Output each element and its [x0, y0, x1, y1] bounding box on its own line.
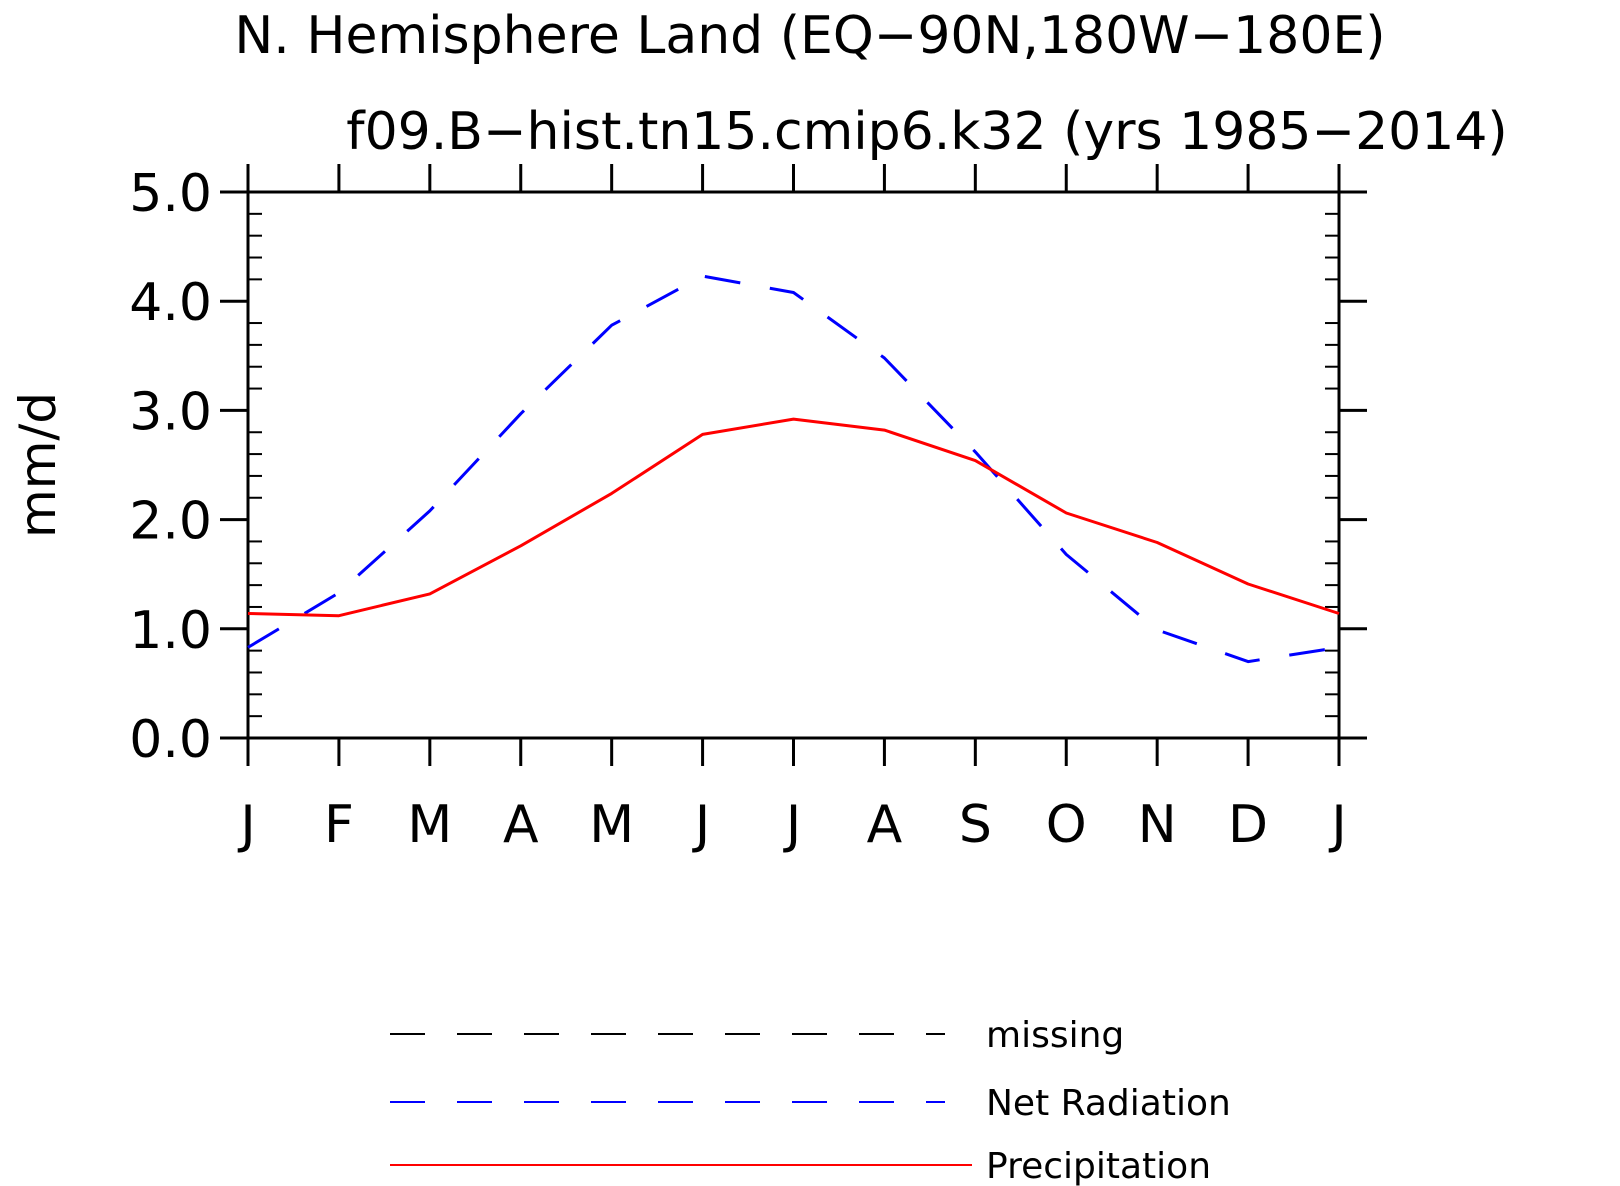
series-line-net-radiation [247, 274, 1340, 664]
plot-area: 0.01.02.03.04.05.0J F M A M J J A S O N D J [129, 164, 1367, 855]
y-tick-label: 2.0 [129, 492, 212, 552]
x-tick-label: O [1046, 795, 1087, 855]
x-tick-label: M [589, 795, 634, 855]
chart-title: N. Hemisphere Land (EQ−90N,180W−180E) [234, 6, 1385, 66]
x-tick-label: M [407, 795, 452, 855]
legend-label: Net Radiation [986, 1083, 1231, 1124]
y-tick-label: 5.0 [129, 164, 212, 224]
y-tick-label: 1.0 [129, 601, 212, 661]
x-tick-label: N [1138, 795, 1177, 855]
y-tick-label: 3.0 [129, 382, 212, 442]
legend: missing Net Radiation Precipitation [390, 1015, 1231, 1186]
x-tick-label: S [959, 795, 992, 855]
y-tick-label: 0.0 [129, 710, 212, 770]
series-line-precipitation [247, 417, 1340, 618]
x-tick-label: J [783, 795, 801, 855]
x-tick-label: J [237, 795, 255, 855]
x-tick-label: F [324, 795, 354, 855]
x-tick-label: J [1328, 795, 1346, 855]
y-axis-label: mm/d [9, 392, 67, 538]
x-tick-label: J [692, 795, 710, 855]
plot-frame [246, 190, 1341, 740]
legend-label: Precipitation [986, 1146, 1211, 1186]
x-tick-label: D [1228, 795, 1268, 855]
x-tick-label: A [867, 795, 903, 855]
y-tick-label: 4.0 [129, 273, 212, 333]
chart-subtitle: f09.B−hist.tn15.cmip6.k32 (yrs 1985−2014… [346, 102, 1507, 162]
legend-label: missing [986, 1015, 1124, 1056]
x-tick-label: A [503, 795, 539, 855]
